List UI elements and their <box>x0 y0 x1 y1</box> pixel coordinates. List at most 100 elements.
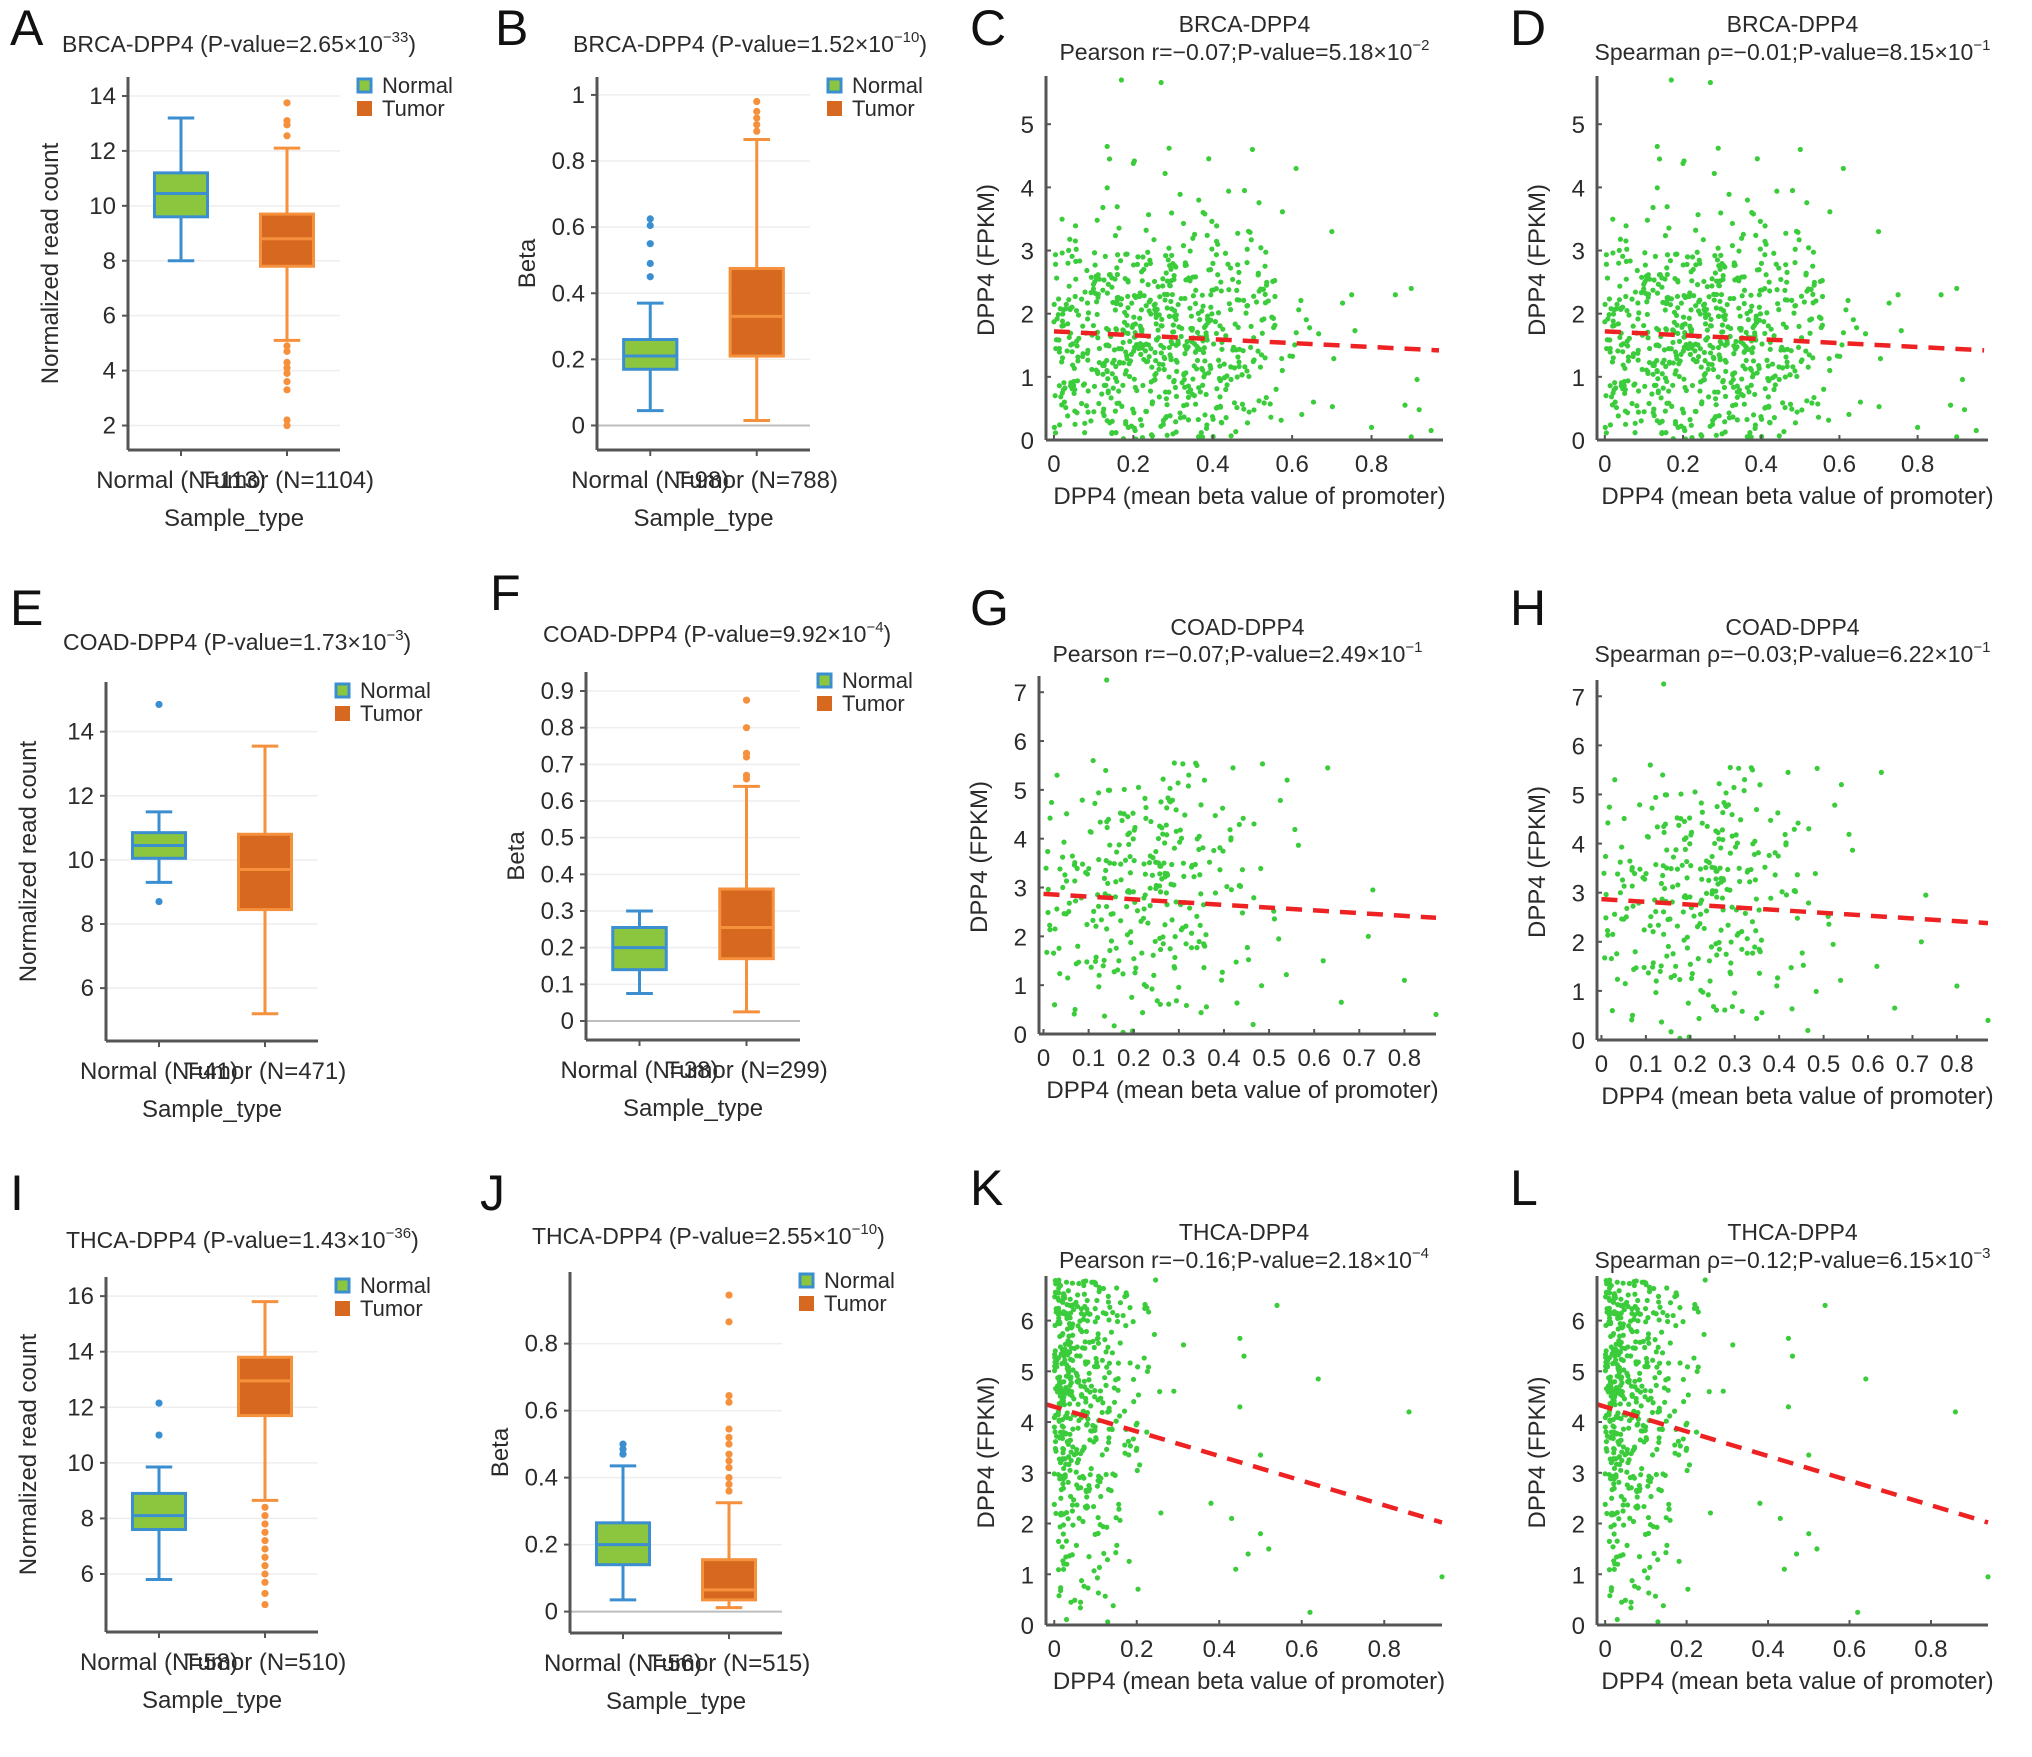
scatter-point <box>1060 884 1066 891</box>
scatter-point <box>1244 420 1251 426</box>
scatter-point <box>1621 1522 1627 1528</box>
y-tick-label: 3 <box>1572 239 1585 266</box>
scatter-point <box>1667 258 1674 264</box>
y-tick-label: 8 <box>81 911 94 938</box>
scatter-point <box>1787 401 1794 407</box>
scatter-point <box>1758 260 1765 266</box>
scatter-point <box>1076 335 1082 341</box>
outlier-point <box>725 1391 733 1400</box>
scatter-point <box>1692 348 1698 354</box>
scatter-point <box>1638 1472 1644 1478</box>
scatter-point <box>1772 850 1778 856</box>
scatter-point <box>1144 1368 1151 1375</box>
scatter-point <box>1227 307 1234 313</box>
legend-swatch-normal <box>816 672 833 689</box>
scatter-point <box>1130 262 1137 268</box>
scatter-point <box>1257 1531 1264 1537</box>
scatter-point <box>1148 379 1154 385</box>
scatter-point <box>1603 1429 1609 1435</box>
scatter-point <box>1077 258 1083 264</box>
scatter-point <box>1056 1285 1062 1291</box>
title-text: Pearson r=−0.07;P-value=5.18×10 <box>1059 39 1412 65</box>
scatter-point <box>1126 841 1132 848</box>
scatter-point <box>1114 265 1120 271</box>
scatter-point <box>1135 1364 1141 1370</box>
scatter-point <box>1114 204 1120 210</box>
scatter-point <box>1166 145 1172 151</box>
scatter-point <box>1069 1508 1075 1514</box>
scatter-point <box>1664 378 1670 385</box>
scatter-point <box>1779 365 1786 371</box>
scatter-point <box>1727 764 1733 771</box>
scatter-point <box>1064 1410 1070 1416</box>
scatter-point <box>1620 253 1626 259</box>
scatter-point <box>1799 407 1805 413</box>
scatter-point <box>1713 305 1719 311</box>
scatter-point <box>1086 1370 1092 1376</box>
scatter-point <box>1639 274 1645 280</box>
scatter-point <box>1170 260 1176 267</box>
scatter-point <box>1081 381 1088 387</box>
scatter-point <box>1756 292 1762 298</box>
panel-letter: H <box>1510 580 1546 636</box>
scatter-point <box>1702 321 1709 327</box>
scatter-point <box>1053 1448 1059 1454</box>
scatter-point <box>1750 412 1757 418</box>
scatter-point <box>1084 1410 1091 1416</box>
scatter-point <box>1791 888 1797 894</box>
scatter-point <box>1135 784 1142 790</box>
scatter-point <box>1604 1448 1610 1454</box>
scatter-point <box>1680 1436 1686 1442</box>
scatter-point <box>1097 1388 1103 1394</box>
scatter-point <box>1702 358 1708 364</box>
y-tick-label: 14 <box>67 719 94 746</box>
scatter-point <box>1083 1505 1090 1511</box>
scatter-point <box>1644 276 1650 282</box>
scatter-point <box>1116 346 1122 352</box>
scatter-point <box>1741 401 1747 407</box>
scatter-point <box>1080 323 1086 329</box>
x-tick-label: 0.4 <box>1207 1045 1240 1072</box>
scatter-point <box>1194 329 1201 335</box>
scatter-point <box>1081 1312 1087 1318</box>
scatter-point <box>1167 946 1173 952</box>
scatter-point <box>1651 1285 1657 1292</box>
scatter-point <box>1203 391 1209 398</box>
scatter-point <box>1626 335 1632 341</box>
scatter-point <box>1604 337 1610 343</box>
scatter-point <box>1078 1578 1085 1584</box>
scatter-point <box>1783 354 1789 360</box>
scatter-point <box>1641 1279 1648 1285</box>
title-exponent: −10 <box>894 29 919 46</box>
scatter-point <box>1651 382 1658 388</box>
scatter-point <box>1060 1522 1067 1528</box>
scatter-point <box>1624 1469 1630 1475</box>
scatter-point <box>1155 334 1161 341</box>
scatter-point <box>1762 223 1768 229</box>
panel-title: COAD-DPP4 <box>1170 614 1304 640</box>
scatter-point <box>1169 917 1175 923</box>
scatter-point <box>1664 252 1671 258</box>
scatter-point <box>1171 308 1178 314</box>
scatter-point <box>1749 919 1756 925</box>
scatter-point <box>1073 308 1080 314</box>
scatter-point <box>1716 836 1722 842</box>
scatter-point <box>1153 885 1159 892</box>
scatter-point <box>1700 237 1706 243</box>
scatter-point <box>1117 810 1124 816</box>
scatter-point <box>1728 939 1734 945</box>
scatter-point <box>1611 1522 1617 1528</box>
scatter-point <box>1664 1285 1670 1291</box>
scatter-point <box>1158 342 1164 348</box>
scatter-point <box>1603 1386 1610 1392</box>
y-tick-label: 3 <box>1572 1461 1585 1488</box>
scatter-point <box>1603 891 1609 898</box>
scatter-point <box>1705 366 1711 372</box>
scatter-point <box>1642 1531 1649 1537</box>
scatter-point <box>1079 1393 1085 1399</box>
outlier-point <box>742 696 751 704</box>
x-tick-label: Tumor (N=299) <box>665 1057 828 1084</box>
scatter-point <box>1707 423 1713 429</box>
scatter-point <box>1208 304 1214 310</box>
